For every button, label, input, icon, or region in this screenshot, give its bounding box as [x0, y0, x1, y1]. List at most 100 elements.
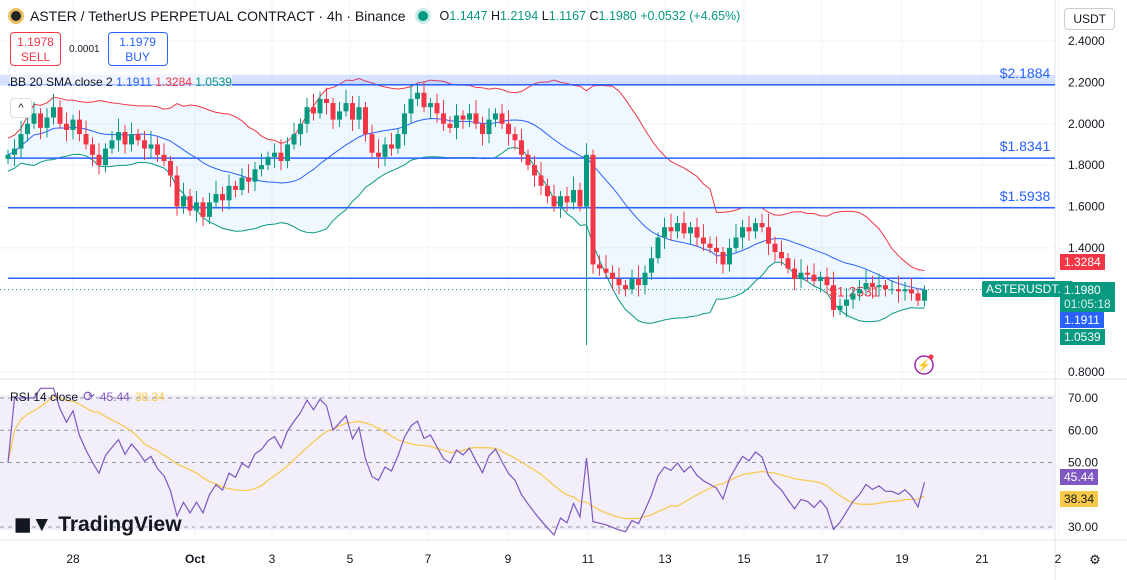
candle-body	[577, 189, 583, 207]
rsi-ma-tag: 38.34	[1060, 491, 1099, 507]
candle-body	[746, 227, 752, 232]
time-tick-label: 28	[66, 552, 80, 566]
candle-body	[122, 132, 128, 145]
trade-panel: 1.1978 SELL 0.0001 1.1979 BUY	[10, 32, 168, 66]
candle-body	[213, 194, 219, 203]
candle-body	[304, 107, 310, 124]
candle-body	[779, 252, 784, 259]
time-tick-label: 3	[269, 552, 276, 566]
candle-body	[792, 268, 797, 279]
level-label: $2.1884	[1000, 65, 1051, 81]
spread: 0.0001	[69, 43, 100, 55]
candle-body	[467, 113, 472, 120]
candle-body	[389, 144, 394, 149]
candle-body	[324, 98, 329, 104]
candle-body	[25, 123, 30, 135]
rsi-line	[7, 387, 926, 536]
bb-upper-tag: 1.3284	[1060, 254, 1105, 270]
time-tick-label: 9	[505, 552, 512, 566]
sell-button[interactable]: 1.1978 SELL	[10, 32, 61, 66]
candle-body	[246, 177, 251, 182]
candle-body	[538, 175, 544, 186]
time-tick-label: 11	[582, 552, 595, 566]
candle-body	[408, 98, 414, 114]
candle-body	[181, 196, 186, 207]
candle-body	[922, 289, 927, 301]
bb-lower-tag: 1.0539	[1060, 329, 1105, 345]
candle-body	[506, 123, 511, 135]
rsi-ma-line	[7, 396, 925, 520]
candle-body	[194, 202, 199, 211]
time-tick-label: 19	[895, 552, 909, 566]
candle-body	[38, 113, 43, 128]
candle-body	[889, 289, 895, 291]
candle-body	[447, 123, 453, 128]
candle-body	[616, 278, 622, 286]
candle-body	[870, 283, 875, 288]
price-tag: 1.1980 01:05:18	[1060, 282, 1115, 312]
candle-body	[597, 264, 602, 269]
chart-header: ASTER / TetherUS PERPETUAL CONTRACT · 4h…	[8, 8, 740, 24]
time-tick-label: 5	[347, 552, 354, 566]
symbol-tag: ASTERUSDT.P	[982, 281, 1073, 297]
price-tick-label: 2.2000	[1068, 75, 1105, 89]
ohlc-values: O1.1447 H1.2194 L1.1167 C1.1980 +0.0532 …	[439, 9, 741, 23]
candle-body	[31, 113, 37, 124]
candle-body	[714, 247, 719, 253]
candle-body	[90, 144, 95, 155]
candle-body	[701, 237, 706, 244]
candle-body	[278, 152, 284, 161]
candle-body	[824, 276, 830, 286]
candle-body	[109, 140, 115, 149]
candle-body	[668, 227, 674, 232]
price-tick-label: 2.0000	[1068, 117, 1105, 131]
candle-body	[896, 289, 901, 292]
candle-body	[473, 113, 479, 124]
candle-body	[77, 119, 82, 135]
lightning-icon	[914, 355, 934, 375]
candle-body	[519, 140, 524, 155]
candle-body	[434, 103, 440, 114]
candle-body	[343, 103, 349, 112]
candle-body	[772, 243, 778, 253]
candle-body	[902, 289, 908, 292]
candle-body	[51, 107, 56, 118]
candle-body	[480, 123, 485, 135]
candle-body	[493, 113, 498, 120]
candle-body	[207, 202, 212, 217]
candle-body	[200, 202, 206, 217]
candle-body	[558, 196, 563, 207]
candle-body	[857, 289, 862, 294]
candle-body	[187, 196, 193, 211]
market-open-icon	[417, 11, 428, 21]
candle-body	[298, 123, 303, 135]
candle-body	[525, 154, 531, 166]
candle-body	[174, 175, 180, 207]
resistance-zone	[0, 74, 1055, 86]
time-tick-label: 15	[737, 552, 751, 566]
candle-body	[363, 107, 368, 135]
lightning-glyph: ⚡	[917, 359, 931, 372]
candle-body	[337, 111, 342, 120]
candle-body	[96, 154, 102, 166]
time-tick-label: 17	[815, 552, 829, 566]
candle-body	[564, 196, 570, 203]
candle-body	[272, 152, 277, 157]
symbol-title[interactable]: ASTER / TetherUS PERPETUAL CONTRACT · 4h…	[30, 8, 406, 24]
level-label: $1.8341	[1000, 138, 1051, 154]
collapse-legend-button[interactable]: ^	[10, 98, 32, 118]
candle-body	[584, 154, 589, 207]
currency-select[interactable]: USDT	[1064, 8, 1115, 30]
candle-body	[265, 156, 271, 166]
candle-body	[155, 144, 160, 155]
candle-body	[863, 283, 869, 290]
candle-body	[168, 160, 173, 176]
candle-body	[603, 268, 609, 273]
rsi-tick-label: 60.00	[1068, 423, 1098, 437]
rsi-legend[interactable]: RSI 14 close ⟳ 45.44 38.34	[10, 388, 165, 404]
buy-button[interactable]: 1.1979 BUY	[107, 32, 168, 66]
candle-body	[818, 276, 823, 281]
bb-legend[interactable]: BB 20 SMA close 2 1.1911 1.3284 1.0539	[10, 75, 232, 89]
candle-body	[740, 227, 745, 238]
